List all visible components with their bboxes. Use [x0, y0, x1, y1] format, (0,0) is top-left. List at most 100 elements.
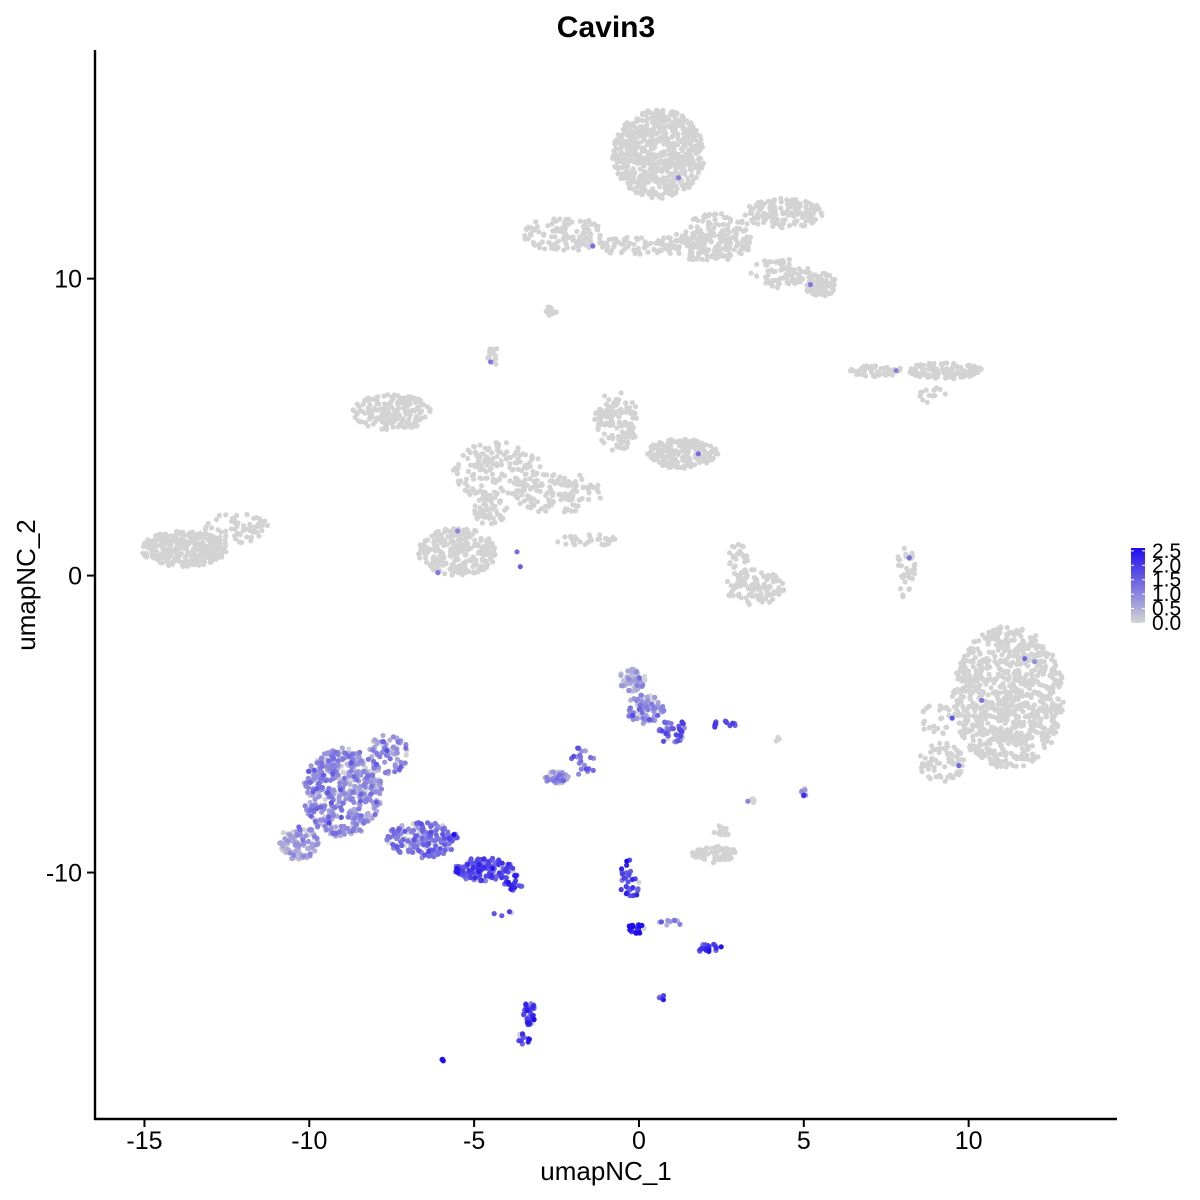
cell-point	[751, 220, 757, 226]
cell-point	[595, 426, 601, 432]
cell-point	[933, 375, 939, 381]
cell-point	[688, 121, 694, 127]
cell-point	[772, 205, 778, 211]
cell-point	[1018, 633, 1024, 639]
cell-point	[650, 192, 656, 198]
cell-point	[681, 130, 687, 136]
cell-point	[396, 405, 402, 411]
cell-point	[753, 202, 759, 208]
cell-point	[633, 235, 640, 241]
cell-point	[468, 558, 474, 564]
cell-point	[555, 244, 561, 251]
cell-point	[959, 732, 965, 739]
cell-point	[537, 488, 543, 495]
cell-point	[786, 261, 792, 268]
cell-point	[577, 539, 583, 545]
cell-point	[982, 708, 989, 714]
cell-point	[1033, 645, 1039, 652]
cell-point	[1029, 673, 1035, 679]
cell-point	[690, 461, 696, 468]
cell-point	[617, 419, 623, 425]
cell-point	[351, 408, 357, 414]
cell-point	[993, 676, 1000, 682]
cell-point	[685, 462, 691, 468]
cell-point	[546, 240, 552, 246]
cell-point	[868, 366, 874, 372]
cell-point	[620, 143, 626, 149]
cell-point	[440, 562, 446, 568]
cell-point	[463, 542, 469, 548]
cell-point	[502, 507, 508, 513]
cell-point	[1008, 750, 1014, 757]
cell-point	[562, 534, 568, 540]
cell-point	[974, 718, 980, 724]
cell-point	[606, 237, 612, 243]
cell-point	[731, 564, 737, 571]
cell-point	[1041, 730, 1047, 736]
cell-point	[365, 398, 371, 404]
cell-point	[641, 163, 647, 169]
cell-point	[1033, 678, 1039, 684]
cell-point	[458, 478, 464, 484]
cell-point	[1039, 737, 1045, 743]
cell-point	[918, 362, 924, 368]
cell-point	[1054, 703, 1060, 709]
cell-point	[527, 476, 533, 482]
cell-point	[617, 159, 624, 165]
cell-point	[662, 444, 668, 450]
cell-point	[635, 181, 642, 187]
cell-point	[208, 525, 215, 531]
cell-point	[572, 502, 578, 508]
cell-point	[698, 144, 704, 150]
cell-point	[920, 397, 926, 403]
cell-point	[498, 485, 504, 491]
cell-point	[675, 439, 681, 445]
cell-point	[489, 495, 495, 501]
cell-point	[818, 291, 824, 297]
cell-point	[671, 110, 678, 116]
cell-point	[741, 246, 747, 252]
cell-point	[644, 122, 650, 128]
cell-point	[481, 544, 487, 550]
cell-point	[1011, 720, 1017, 726]
cell-point	[232, 526, 238, 532]
cell-point	[557, 491, 564, 497]
cell-point	[800, 276, 806, 282]
cell-point	[979, 675, 986, 681]
cell-point	[470, 564, 476, 570]
cell-point	[985, 638, 991, 644]
cell-point	[433, 535, 439, 541]
cell-point	[493, 356, 499, 362]
cell-point	[1044, 738, 1050, 744]
cell-point	[603, 401, 610, 407]
cell-point	[1044, 685, 1050, 691]
cell-point	[654, 179, 660, 185]
cell-point	[449, 572, 455, 578]
cell-point	[1026, 735, 1032, 741]
cell-point	[485, 447, 491, 453]
cell-point	[454, 551, 460, 557]
cell-point	[450, 542, 457, 548]
cell-point	[1048, 704, 1055, 710]
cell-point	[610, 420, 616, 426]
cell-point	[465, 568, 471, 574]
cell-point	[623, 420, 630, 426]
cell-point	[570, 245, 577, 251]
cell-point	[180, 529, 186, 535]
cell-point	[159, 560, 165, 566]
cell-point	[577, 218, 583, 224]
cell-point	[635, 160, 641, 166]
cell-point	[1005, 677, 1011, 683]
cell-point	[1003, 636, 1010, 642]
cell-point	[940, 730, 946, 736]
cell-point	[994, 706, 1000, 712]
cell-point	[601, 431, 608, 437]
cell-point	[771, 197, 778, 203]
cell-point	[931, 723, 937, 729]
cell-point	[997, 751, 1003, 757]
cell-point	[942, 391, 948, 397]
cell-point	[953, 754, 960, 760]
cell-point	[962, 373, 969, 379]
cell-point	[818, 284, 824, 290]
cell-point	[632, 410, 638, 416]
